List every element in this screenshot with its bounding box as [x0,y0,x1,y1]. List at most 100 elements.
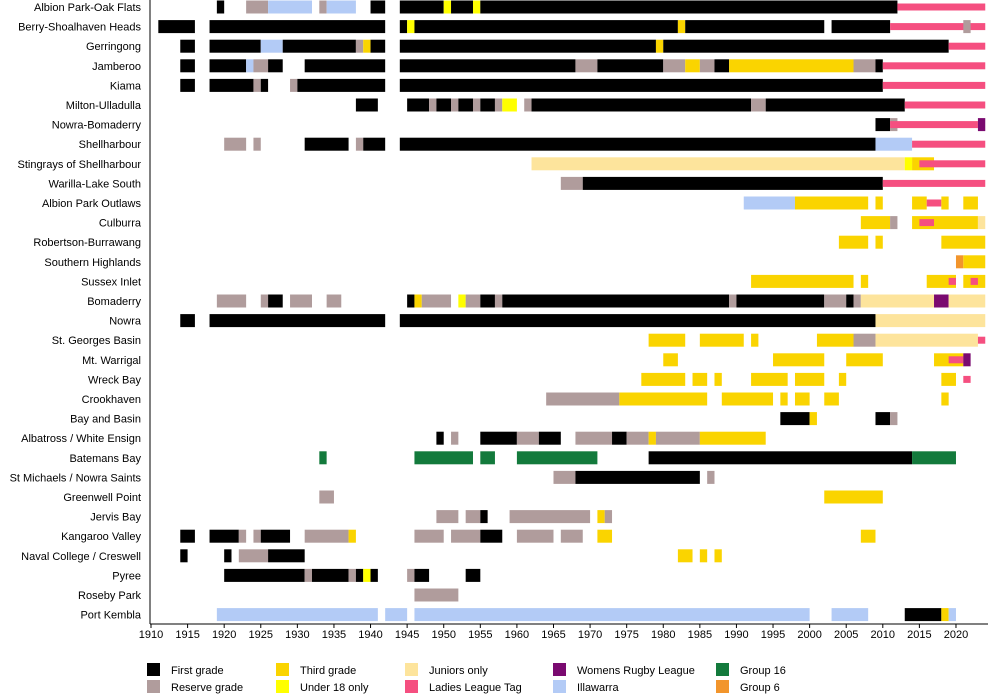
segment-third [699,333,744,347]
segment-first [575,470,700,484]
team-label: Bay and Basin [70,414,141,426]
segment-reserve [546,392,620,406]
segment-reserve [472,98,481,112]
segment-reserve [253,59,269,73]
legend-label: Group 6 [740,682,780,694]
legend: First grade Reserve grade Third grade Under… [147,663,786,694]
x-tick-label: 1960 [505,629,529,641]
segment-first [209,39,261,53]
segment-first [399,78,883,92]
segment-third [619,392,708,406]
segment-reserve [560,176,583,190]
segment-third [348,529,356,543]
segment-first [736,294,825,308]
segment-reserve [224,137,247,151]
segment-illawarra [260,39,283,53]
segment-ladies [890,121,978,129]
segment-third [773,353,825,367]
segment-first [268,294,283,308]
segment-group16 [414,451,473,465]
team-row: St. Georges Basin [52,333,986,347]
segment-first [180,314,195,328]
x-tick-label: 1945 [395,629,419,641]
team-label: Kangaroo Valley [61,531,141,543]
segment-first [355,98,378,112]
team-label: Crookhaven [82,394,141,406]
x-tick-label: 1955 [468,629,492,641]
segment-reserve [626,431,649,445]
segment-third [912,196,927,210]
segment-womens [963,353,971,367]
segment-illawarra [414,608,810,622]
team-label: Port Kembla [80,610,141,622]
segment-ladies [912,140,986,148]
segment-third [714,372,722,386]
segment-third [838,235,869,249]
segment-first [502,294,730,308]
segment-first [465,568,481,582]
segment-third [751,333,759,347]
x-tick-label: 1990 [724,629,748,641]
segment-first [436,98,452,112]
team-row: Mt. Warrigal [82,353,971,367]
x-tick-label: 1965 [541,629,565,641]
x-tick-label: 2010 [871,629,895,641]
team-label: Milton-Ulladulla [66,100,142,112]
x-tick-label: 1995 [761,629,785,641]
team-label: Jervis Bay [90,512,141,524]
team-label: Nowra-Bomaderry [52,120,142,132]
segment-third [941,235,986,249]
segment-first [399,59,576,73]
team-row: Nowra [109,314,986,328]
team-row: Crookhaven [82,392,949,406]
segment-illawarra [246,59,254,73]
segment-first [875,412,891,426]
team-label: Sussex Inlet [81,276,141,288]
segment-third [838,372,847,386]
segment-third [597,510,605,524]
team-label: St. Georges Basin [52,335,141,347]
segment-first [480,431,517,445]
legend-label: Under 18 only [300,682,369,694]
team-row: Jamberoo [92,59,986,73]
team-row: Batemans Bay [69,451,956,465]
legend-swatch-group6 [716,680,729,693]
segment-first [458,98,473,112]
segment-reserve [494,98,503,112]
segment-illawarra [216,608,378,622]
segment-first [399,314,876,328]
segment-ladies [926,199,942,207]
team-rows: Albion Park-Oak Flats Berry-Shoalhaven He… [10,0,986,622]
segment-ladies [882,62,986,70]
team-label: Albion Park Outlaws [42,198,142,210]
segment-u18 [458,294,466,308]
x-tick-label: 1975 [614,629,638,641]
segment-first [414,568,430,582]
segment-ladies [904,101,986,109]
segment-ladies [963,375,971,383]
x-tick-label: 1930 [285,629,309,641]
segment-third [794,196,869,210]
segment-first [209,78,254,92]
segment-illawarra [948,608,956,622]
segment-first [407,98,430,112]
segment-reserve [355,39,364,53]
team-label: St Michaels / Nowra Saints [10,472,142,484]
team-label: Jamberoo [92,61,141,73]
segment-third [780,392,788,406]
segment-third [963,196,978,210]
segment-first [399,20,408,34]
segment-illawarra [385,608,408,622]
segment-reserve [853,59,876,73]
segment-first [480,98,495,112]
legend-swatch-first [147,663,160,676]
team-row: Bay and Basin [70,412,898,426]
segment-womens [977,118,986,132]
segment-third [699,549,708,563]
segment-third [641,372,686,386]
legend-label: Womens Rugby League [577,665,695,677]
x-tick-label: 1935 [322,629,346,641]
segment-reserve [853,333,876,347]
segment-third [677,20,686,34]
